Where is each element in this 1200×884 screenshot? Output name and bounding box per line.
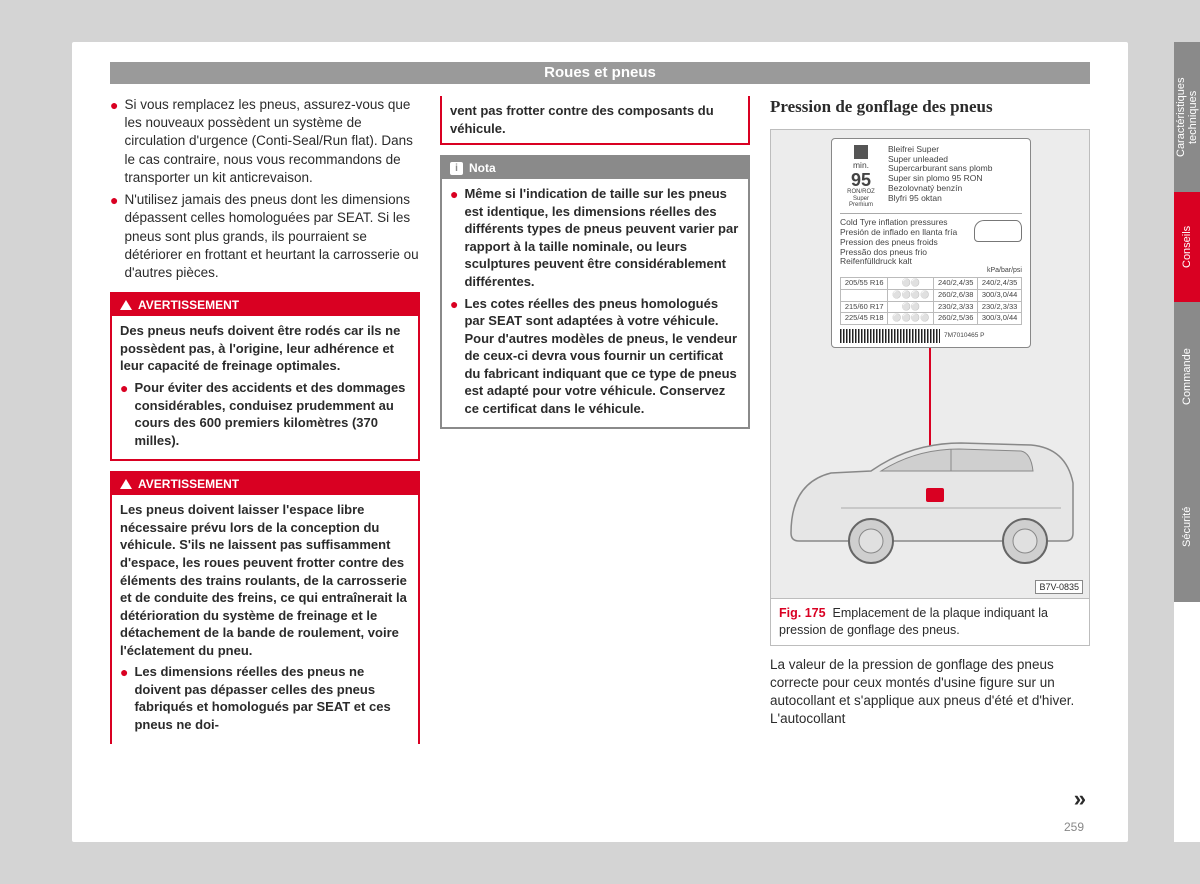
warning-title: AVERTISSEMENT (138, 476, 239, 492)
warning-text: Pour éviter des accidents et des dommage… (134, 379, 410, 449)
warning-title: AVERTISSEMENT (138, 297, 239, 313)
column-2: vent pas frotter contre des composants d… (440, 96, 750, 744)
warning-box: AVERTISSEMENT Les pneus doivent laisser … (110, 471, 420, 743)
column-3: Pression de gonflage des pneus min. 95 R… (770, 96, 1090, 744)
column-1: ● Si vous remplacez les pneus, assurez-v… (110, 96, 420, 744)
paragraph: N'utilisez jamais des pneus dont les dim… (124, 191, 420, 282)
info-icon: i (450, 162, 463, 175)
tab-spacer (1174, 602, 1200, 842)
bullet-item: ● Même si l'indication de taille sur les… (450, 185, 740, 290)
bullet-dot-icon: ● (450, 185, 458, 290)
bullet-dot-icon: ● (110, 96, 118, 187)
warning-triangle-icon (120, 479, 132, 489)
warning-body: Des pneus neufs doivent être rodés car i… (112, 316, 418, 459)
paragraph: La valeur de la pression de gonflage des… (770, 656, 1090, 729)
page-number: 259 (1064, 820, 1084, 834)
fuel-pressure-sticker: min. 95 RON/ROZ Super Premium Bleifrei S… (831, 138, 1031, 348)
side-tab[interactable]: Commande (1174, 302, 1200, 452)
paragraph: Si vous remplacez les pneus, assurez-vou… (124, 96, 420, 187)
figure: min. 95 RON/ROZ Super Premium Bleifrei S… (770, 129, 1090, 599)
note-text: Les cotes réelles des pneus homologués p… (464, 295, 740, 418)
warning-box-continued: vent pas frotter contre des composants d… (440, 96, 750, 145)
manual-page: Roues et pneus ● Si vous remplacez les p… (72, 42, 1128, 842)
side-tab-index: Caractéristiques techniques Conseils Com… (1174, 42, 1200, 842)
continuation-marker: » (1074, 786, 1086, 812)
sticker-fuel-line: Blyfri 95 oktan (888, 194, 1022, 204)
sticker-press-unit: kPa/bar/psi (840, 267, 1022, 275)
warning-triangle-icon (120, 300, 132, 310)
bullet-item: ● Si vous remplacez les pneus, assurez-v… (110, 96, 420, 187)
warning-text: Les dimensions réelles des pneus ne doiv… (134, 663, 410, 733)
bullet-item: ● Les cotes réelles des pneus homologués… (450, 295, 740, 418)
vehicle-illustration (781, 413, 1081, 578)
bullet-dot-icon: ● (110, 191, 118, 282)
section-title: Pression de gonflage des pneus (770, 96, 1090, 119)
barcode-icon (840, 329, 940, 343)
note-box: i Nota ● Même si l'indication de taille … (440, 155, 750, 429)
side-tab-active[interactable]: Conseils (1174, 192, 1200, 302)
barcode-ref: 7M7010465 P (944, 332, 984, 339)
section-header: Roues et pneus (110, 62, 1090, 84)
sticker-octane: 95 (840, 171, 882, 189)
sticker-press-line: Reifenfülldruck kalt (840, 257, 1022, 267)
bullet-item: ● Les dimensions réelles des pneus ne do… (120, 663, 410, 733)
bullet-item: ● N'utilisez jamais des pneus dont les d… (110, 191, 420, 282)
pressure-table: 205/55 R16⚪⚪240/2,4/35240/2,4/35 ⚪⚪⚪⚪260… (840, 277, 1022, 325)
note-header: i Nota (442, 157, 748, 179)
warning-text: Des pneus neufs doivent être rodés car i… (120, 322, 410, 375)
figure-caption: Fig. 175 Emplacement de la plaque indiqu… (770, 599, 1090, 646)
figure-number: Fig. 175 (779, 606, 826, 620)
bullet-dot-icon: ● (120, 663, 128, 733)
warning-header: AVERTISSEMENT (112, 294, 418, 316)
content-columns: ● Si vous remplacez les pneus, assurez-v… (72, 96, 1128, 744)
car-outline-icon (974, 220, 1022, 242)
bullet-dot-icon: ● (120, 379, 128, 449)
note-body: ● Même si l'indication de taille sur les… (442, 179, 748, 427)
figure-id: B7V-0835 (1035, 580, 1083, 594)
sticker-units: RON/ROZ Super Premium (840, 189, 882, 210)
fuel-pump-icon (854, 145, 868, 159)
bullet-dot-icon: ● (450, 295, 458, 418)
warning-box: AVERTISSEMENT Des pneus neufs doivent êt… (110, 292, 420, 461)
warning-text: Les pneus doivent laisser l'espace libre… (120, 501, 410, 659)
side-tab[interactable]: Caractéristiques techniques (1174, 42, 1200, 192)
note-text: Même si l'indication de taille sur les p… (464, 185, 740, 290)
warning-body: Les pneus doivent laisser l'espace libre… (112, 495, 418, 743)
note-title: Nota (469, 160, 496, 176)
side-tab[interactable]: Sécurité (1174, 452, 1200, 602)
warning-header: AVERTISSEMENT (112, 473, 418, 495)
bullet-item: ● Pour éviter des accidents et des domma… (120, 379, 410, 449)
